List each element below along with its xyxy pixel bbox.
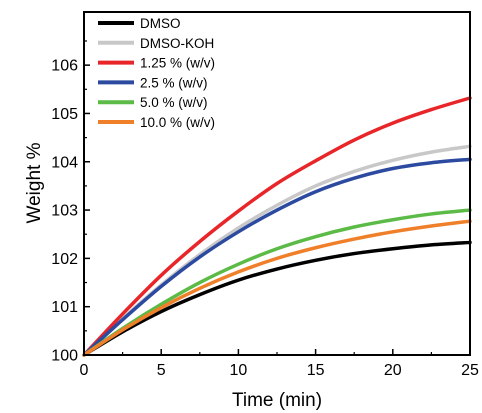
- x-tick-label: 5: [157, 362, 166, 379]
- y-tick-label: 102: [51, 251, 78, 268]
- x-tick-label: 10: [230, 362, 248, 379]
- legend-label: 10.0 % (w/v): [140, 115, 215, 130]
- legend-label: 1.25 % (w/v): [140, 56, 215, 71]
- y-tick-label: 103: [51, 203, 78, 220]
- y-tick-label: 101: [51, 299, 78, 316]
- y-axis-title: Weight %: [24, 142, 45, 223]
- legend-label: DMSO: [140, 16, 181, 31]
- x-tick-label: 25: [461, 362, 479, 379]
- legend-label: 5.0 % (w/v): [140, 95, 208, 110]
- series-line-1: [82, 144, 472, 357]
- series-lines: [82, 96, 472, 357]
- y-tick-label: 100: [51, 348, 78, 365]
- series-line-3: [82, 157, 472, 357]
- x-axis: 0 5 10 15 20 25: [80, 349, 479, 379]
- y-axis: 100 101 102 103 104 105 106: [51, 40, 90, 365]
- y-tick-label: 104: [51, 154, 78, 171]
- series-line-4: [82, 208, 472, 357]
- legend-label: 2.5 % (w/v): [140, 75, 208, 90]
- y-tick-label: 106: [51, 58, 78, 75]
- legend: DMSO DMSO-KOH 1.25 % (w/v) 2.5 % (w/v) 5.0 %…: [98, 16, 215, 130]
- x-tick-label: 20: [384, 362, 402, 379]
- series-line-2: [82, 96, 472, 357]
- x-tick-label: 0: [80, 362, 89, 379]
- x-tick-label: 15: [307, 362, 325, 379]
- y-tick-label: 105: [51, 106, 78, 123]
- legend-label: DMSO-KOH: [140, 36, 214, 51]
- x-axis-title: Time (min): [232, 390, 322, 411]
- series-line-0: [82, 240, 472, 357]
- series-line-5: [82, 219, 472, 357]
